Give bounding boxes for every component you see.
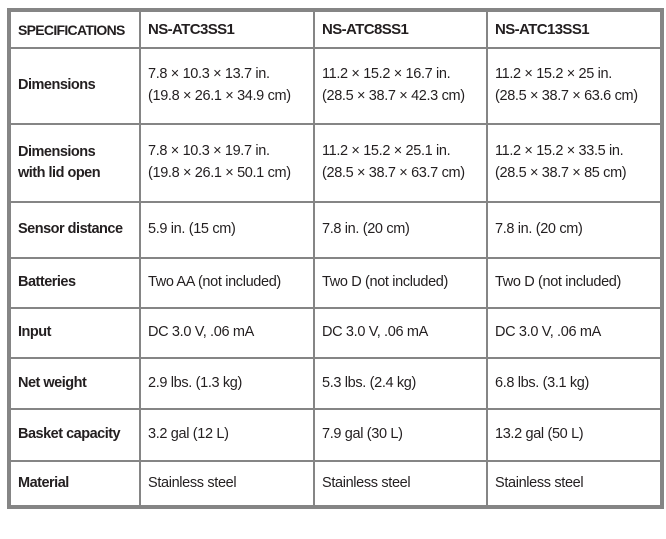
cell-dimensions-atc8: 11.2 × 15.2 × 16.7 in. (28.5 × 38.7 × 42… <box>313 47 488 125</box>
table-row-dimensions-lid-open: Dimensions with lid open 7.8 × 10.3 × 19… <box>8 123 663 203</box>
cell-basket-capacity-atc13: 13.2 gal (50 L) <box>486 408 663 462</box>
cell-batteries-atc8: Two D (not included) <box>313 257 488 309</box>
column-header-specifications: SPECIFICATIONS <box>8 9 141 49</box>
cell-material-atc13: Stainless steel <box>486 460 663 508</box>
cell-dimensions-atc3: 7.8 × 10.3 × 13.7 in. (19.8 × 26.1 × 34.… <box>139 47 315 125</box>
table-row-dimensions: Dimensions 7.8 × 10.3 × 13.7 in. (19.8 ×… <box>8 47 663 125</box>
row-label-sensor-distance: Sensor distance <box>8 201 141 259</box>
cell-net-weight-atc8: 5.3 lbs. (2.4 kg) <box>313 357 488 410</box>
cell-basket-capacity-atc3: 3.2 gal (12 L) <box>139 408 315 462</box>
column-header-model-ns-atc3ss1: NS-ATC3SS1 <box>139 9 315 49</box>
cell-input-atc13: DC 3.0 V, .06 mA <box>486 307 663 359</box>
table-row-batteries: Batteries Two AA (not included) Two D (n… <box>8 257 663 309</box>
cell-input-atc3: DC 3.0 V, .06 mA <box>139 307 315 359</box>
row-label-dimensions-lid-open: Dimensions with lid open <box>8 123 141 203</box>
cell-batteries-atc3: Two AA (not included) <box>139 257 315 309</box>
table-row-material: Material Stainless steel Stainless steel… <box>8 460 663 508</box>
cell-net-weight-atc3: 2.9 lbs. (1.3 kg) <box>139 357 315 410</box>
cell-material-atc3: Stainless steel <box>139 460 315 508</box>
row-label-dimensions: Dimensions <box>8 47 141 125</box>
cell-sensor-distance-atc8: 7.8 in. (20 cm) <box>313 201 488 259</box>
cell-input-atc8: DC 3.0 V, .06 mA <box>313 307 488 359</box>
table-row-basket-capacity: Basket capacity 3.2 gal (12 L) 7.9 gal (… <box>8 408 663 462</box>
cell-sensor-distance-atc13: 7.8 in. (20 cm) <box>486 201 663 259</box>
row-label-net-weight: Net weight <box>8 357 141 410</box>
column-header-model-ns-atc13ss1: NS-ATC13SS1 <box>486 9 663 49</box>
specifications-table: SPECIFICATIONS NS-ATC3SS1 NS-ATC8SS1 NS-… <box>7 8 664 509</box>
cell-dimensions-lid-open-atc3: 7.8 × 10.3 × 19.7 in. (19.8 × 26.1 × 50.… <box>139 123 315 203</box>
table-row-net-weight: Net weight 2.9 lbs. (1.3 kg) 5.3 lbs. (2… <box>8 357 663 410</box>
cell-material-atc8: Stainless steel <box>313 460 488 508</box>
table-header-row: SPECIFICATIONS NS-ATC3SS1 NS-ATC8SS1 NS-… <box>8 9 663 49</box>
column-header-model-ns-atc8ss1: NS-ATC8SS1 <box>313 9 488 49</box>
table-row-sensor-distance: Sensor distance 5.9 in. (15 cm) 7.8 in. … <box>8 201 663 259</box>
cell-sensor-distance-atc3: 5.9 in. (15 cm) <box>139 201 315 259</box>
row-label-batteries: Batteries <box>8 257 141 309</box>
cell-net-weight-atc13: 6.8 lbs. (3.1 kg) <box>486 357 663 410</box>
row-label-material: Material <box>8 460 141 508</box>
cell-dimensions-lid-open-atc13: 11.2 × 15.2 × 33.5 in. (28.5 × 38.7 × 85… <box>486 123 663 203</box>
cell-batteries-atc13: Two D (not included) <box>486 257 663 309</box>
row-label-basket-capacity: Basket capacity <box>8 408 141 462</box>
cell-dimensions-lid-open-atc8: 11.2 × 15.2 × 25.1 in. (28.5 × 38.7 × 63… <box>313 123 488 203</box>
table-row-input: Input DC 3.0 V, .06 mA DC 3.0 V, .06 mA … <box>8 307 663 359</box>
row-label-input: Input <box>8 307 141 359</box>
cell-dimensions-atc13: 11.2 × 15.2 × 25 in. (28.5 × 38.7 × 63.6… <box>486 47 663 125</box>
cell-basket-capacity-atc8: 7.9 gal (30 L) <box>313 408 488 462</box>
